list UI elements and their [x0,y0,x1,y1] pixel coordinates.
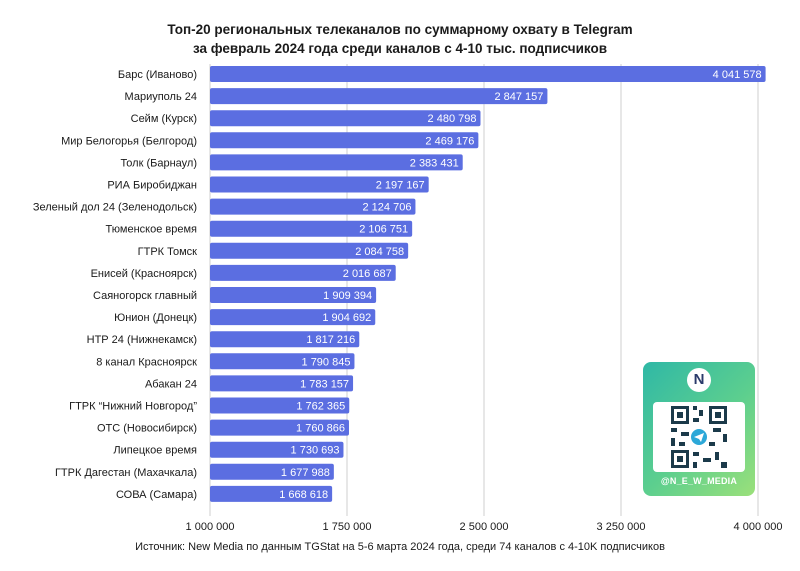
bar [210,397,350,414]
x-tick-label: 1 750 000 [323,521,372,530]
bar [210,66,766,82]
bar [210,287,377,303]
category-label: Енисей (Красноярск) [91,268,197,280]
category-label: Тюменское время [106,224,197,236]
value-label: 2 847 157 [494,91,543,103]
category-label: Абакан 24 [145,378,197,390]
bar [210,88,548,105]
category-label: РИА Биробиджан [107,180,197,192]
bar [210,176,429,193]
value-label: 1 817 216 [306,334,355,346]
category-label: ОТС (Новосибирск) [97,423,197,435]
value-label: 2 084 758 [355,246,404,258]
category-label: ГТРК “Нижний Новгород” [69,401,197,413]
category-label: СОВА (Самара) [116,489,197,501]
category-label: Юнион (Донецк) [114,312,197,324]
value-label: 2 480 798 [428,113,477,125]
value-label: 1 909 394 [323,290,372,302]
bar [210,110,481,127]
x-tick-label: 3 250 000 [597,521,646,530]
category-label: Сейм (Курск) [131,113,197,125]
category-label: ГТРК Дагестан (Махачкала) [55,467,197,479]
qr-handle-label: @N_E_W_MEDIA [660,476,738,486]
value-label: 1 730 693 [291,445,340,457]
bar [210,441,344,458]
bar [210,309,376,326]
bar [210,198,416,215]
value-label: 1 904 692 [322,312,371,324]
category-label: ГТРК Томск [138,246,198,258]
bar [210,331,360,348]
category-label: Зеленый дол 24 (Зеленодольск) [33,202,197,214]
chart-title-line-1: Топ-20 региональных телеканалов по сумма… [167,22,633,37]
chart-title: Топ-20 региональных телеканалов по сумма… [0,20,800,58]
x-tick-label: 2 500 000 [460,521,509,530]
category-label: НТР 24 (Нижнекамск) [87,334,197,346]
category-label: Мир Белогорья (Белгород) [61,135,197,147]
bar [210,264,396,281]
qr-code-icon [653,402,745,472]
source-footnote: Источник: New Media по данным TGStat на … [135,541,665,553]
value-label: 1 790 845 [302,356,351,368]
category-label: Толк (Барнаул) [120,157,197,169]
value-label: 1 760 866 [296,423,345,435]
value-label: 2 106 751 [359,224,408,236]
category-label: Саяногорск главный [93,290,197,302]
category-label: Барс (Иваново) [118,69,197,81]
bar [210,463,334,480]
value-label: 2 383 431 [410,157,459,169]
value-label: 1 677 988 [281,467,330,479]
category-label: Липецкое время [113,445,197,457]
value-label: 2 124 706 [363,202,412,214]
bar [210,419,349,436]
x-tick-label: 4 000 000 [734,521,783,530]
bar [210,353,355,370]
qr-promo-card[interactable]: N @N_E_W_MEDIA [643,362,755,496]
bar [210,154,463,171]
bar [210,375,354,392]
value-label: 4 041 578 [713,69,762,81]
bar [210,220,413,237]
category-label: Мариуполь 24 [125,91,197,103]
chart-title-line-2: за февраль 2024 года среди каналов с 4-1… [192,41,608,56]
bar [210,485,333,502]
value-label: 1 762 365 [296,401,345,413]
value-label: 2 016 687 [343,268,392,280]
value-label: 2 469 176 [425,135,474,147]
bar [210,132,479,149]
value-label: 1 668 618 [279,489,328,501]
bar [210,242,409,259]
category-label: 8 канал Красноярск [96,356,197,368]
x-tick-label: 1 000 000 [186,521,235,530]
new-media-logo: N [687,368,711,392]
bar-chart: 1 000 000 1 750 000 2 500 000 3 250 000 4 00… [33,64,783,530]
value-label: 2 197 167 [376,180,425,192]
value-label: 1 783 157 [300,378,349,390]
